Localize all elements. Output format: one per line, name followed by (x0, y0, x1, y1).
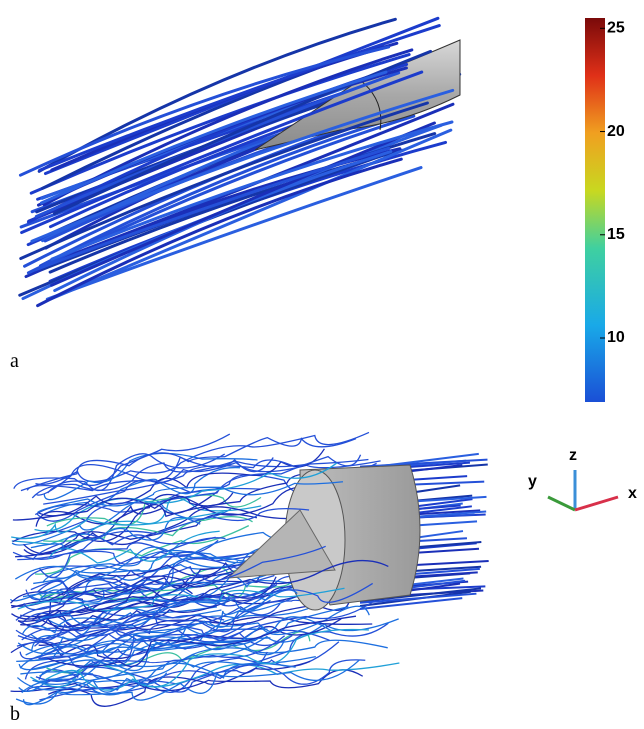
colorbar-tick-label: 10 (607, 329, 625, 346)
colorbar-tick-label: 25 (607, 20, 625, 37)
streamline (16, 660, 359, 704)
figure: a b z y x 25 20 15 10 (0, 0, 644, 729)
colorbar-tick-label: 20 (607, 123, 625, 140)
streamline (44, 453, 257, 499)
colorbar-tick-label: 15 (607, 226, 625, 243)
streamline (11, 512, 224, 539)
y-axis (548, 497, 575, 510)
axis-label: z (569, 447, 577, 464)
axes-triad: z y x (528, 447, 637, 510)
axis-label: x (628, 485, 637, 502)
axis-label: y (528, 473, 537, 490)
panel-label: b (10, 703, 20, 725)
panel-label: a (10, 350, 19, 372)
colorbar (585, 18, 605, 402)
x-axis (575, 497, 618, 510)
